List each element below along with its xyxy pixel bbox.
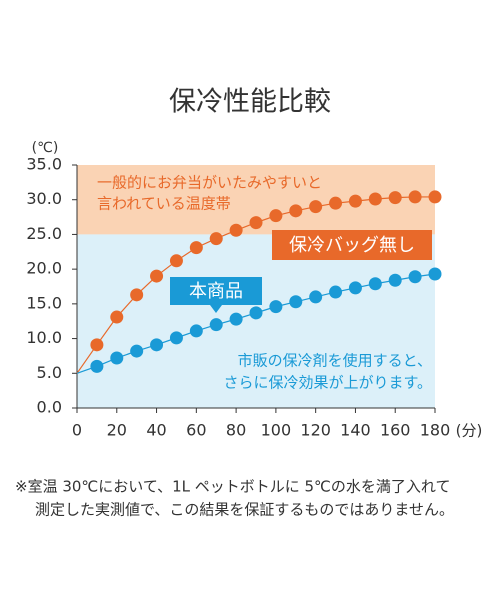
footnote: ※室温 30℃において、1L ペットボトルに 5℃の水を満了入れて <box>15 478 450 496</box>
x-tick-label: 0 <box>72 421 82 440</box>
band-label: 一般的にお弁当がいたみやすいと <box>97 174 322 192</box>
annotation: さらに保冷効果が上がります。 <box>223 374 432 392</box>
legend-pointer <box>210 305 222 313</box>
point <box>130 344 144 358</box>
point <box>428 190 442 204</box>
point <box>388 191 402 205</box>
point <box>169 254 183 268</box>
point <box>169 331 183 345</box>
point <box>329 285 343 299</box>
legend-box <box>170 277 262 305</box>
x-tick-label: 140 <box>340 421 371 440</box>
y-tick-label: 25.0 <box>26 224 62 243</box>
band <box>77 234 435 408</box>
y-tick-label: 0.0 <box>37 398 62 417</box>
point <box>150 269 164 283</box>
y-tick-label: 35.0 <box>26 155 62 174</box>
point <box>90 338 104 352</box>
x-tick-label: 60 <box>186 421 206 440</box>
y-tick-label: 5.0 <box>37 363 62 382</box>
point <box>110 351 124 365</box>
y-tick-label: 15.0 <box>26 293 62 312</box>
legend-label: 本商品 <box>189 281 243 302</box>
legend-label: 保冷バッグ無し <box>289 235 415 256</box>
y-tick-label: 10.0 <box>26 328 62 347</box>
point <box>309 290 323 304</box>
point <box>229 223 243 237</box>
point <box>209 232 223 246</box>
point <box>130 288 144 302</box>
y-tick-label: 20.0 <box>26 259 62 278</box>
x-tick-label: 40 <box>146 421 166 440</box>
point <box>388 273 402 287</box>
point <box>189 324 203 338</box>
band-label: 言われている温度帯 <box>97 195 231 213</box>
annotation: 市販の保冷剤を使用すると、 <box>238 352 432 370</box>
x-tick-label: 180 <box>420 421 451 440</box>
point <box>309 200 323 214</box>
y-tick-label: 30.0 <box>26 189 62 208</box>
point <box>368 192 382 206</box>
x-tick-label: 80 <box>226 421 246 440</box>
point <box>348 194 362 208</box>
x-tick-label: 160 <box>380 421 411 440</box>
point <box>249 306 263 320</box>
point <box>428 267 442 281</box>
x-unit: (分) <box>456 422 483 440</box>
point <box>209 318 223 332</box>
legend-box <box>272 230 432 260</box>
point <box>408 270 422 284</box>
point <box>289 295 303 309</box>
chart-title: 保冷性能比較 <box>169 87 331 118</box>
point <box>368 277 382 291</box>
x-tick-label: 100 <box>261 421 292 440</box>
point <box>408 190 422 204</box>
point <box>189 241 203 255</box>
point <box>269 209 283 223</box>
point <box>150 338 164 352</box>
point <box>348 281 362 295</box>
point <box>269 300 283 314</box>
point <box>329 196 343 210</box>
footnote: 測定した実測値で、この結果を保証するものではありません。 <box>35 501 454 519</box>
y-unit: (℃) <box>32 140 59 156</box>
point <box>110 310 124 324</box>
point <box>229 312 243 326</box>
x-tick-label: 20 <box>107 421 127 440</box>
point <box>249 216 263 230</box>
x-tick-label: 120 <box>300 421 331 440</box>
point <box>90 359 104 373</box>
point <box>289 204 303 218</box>
